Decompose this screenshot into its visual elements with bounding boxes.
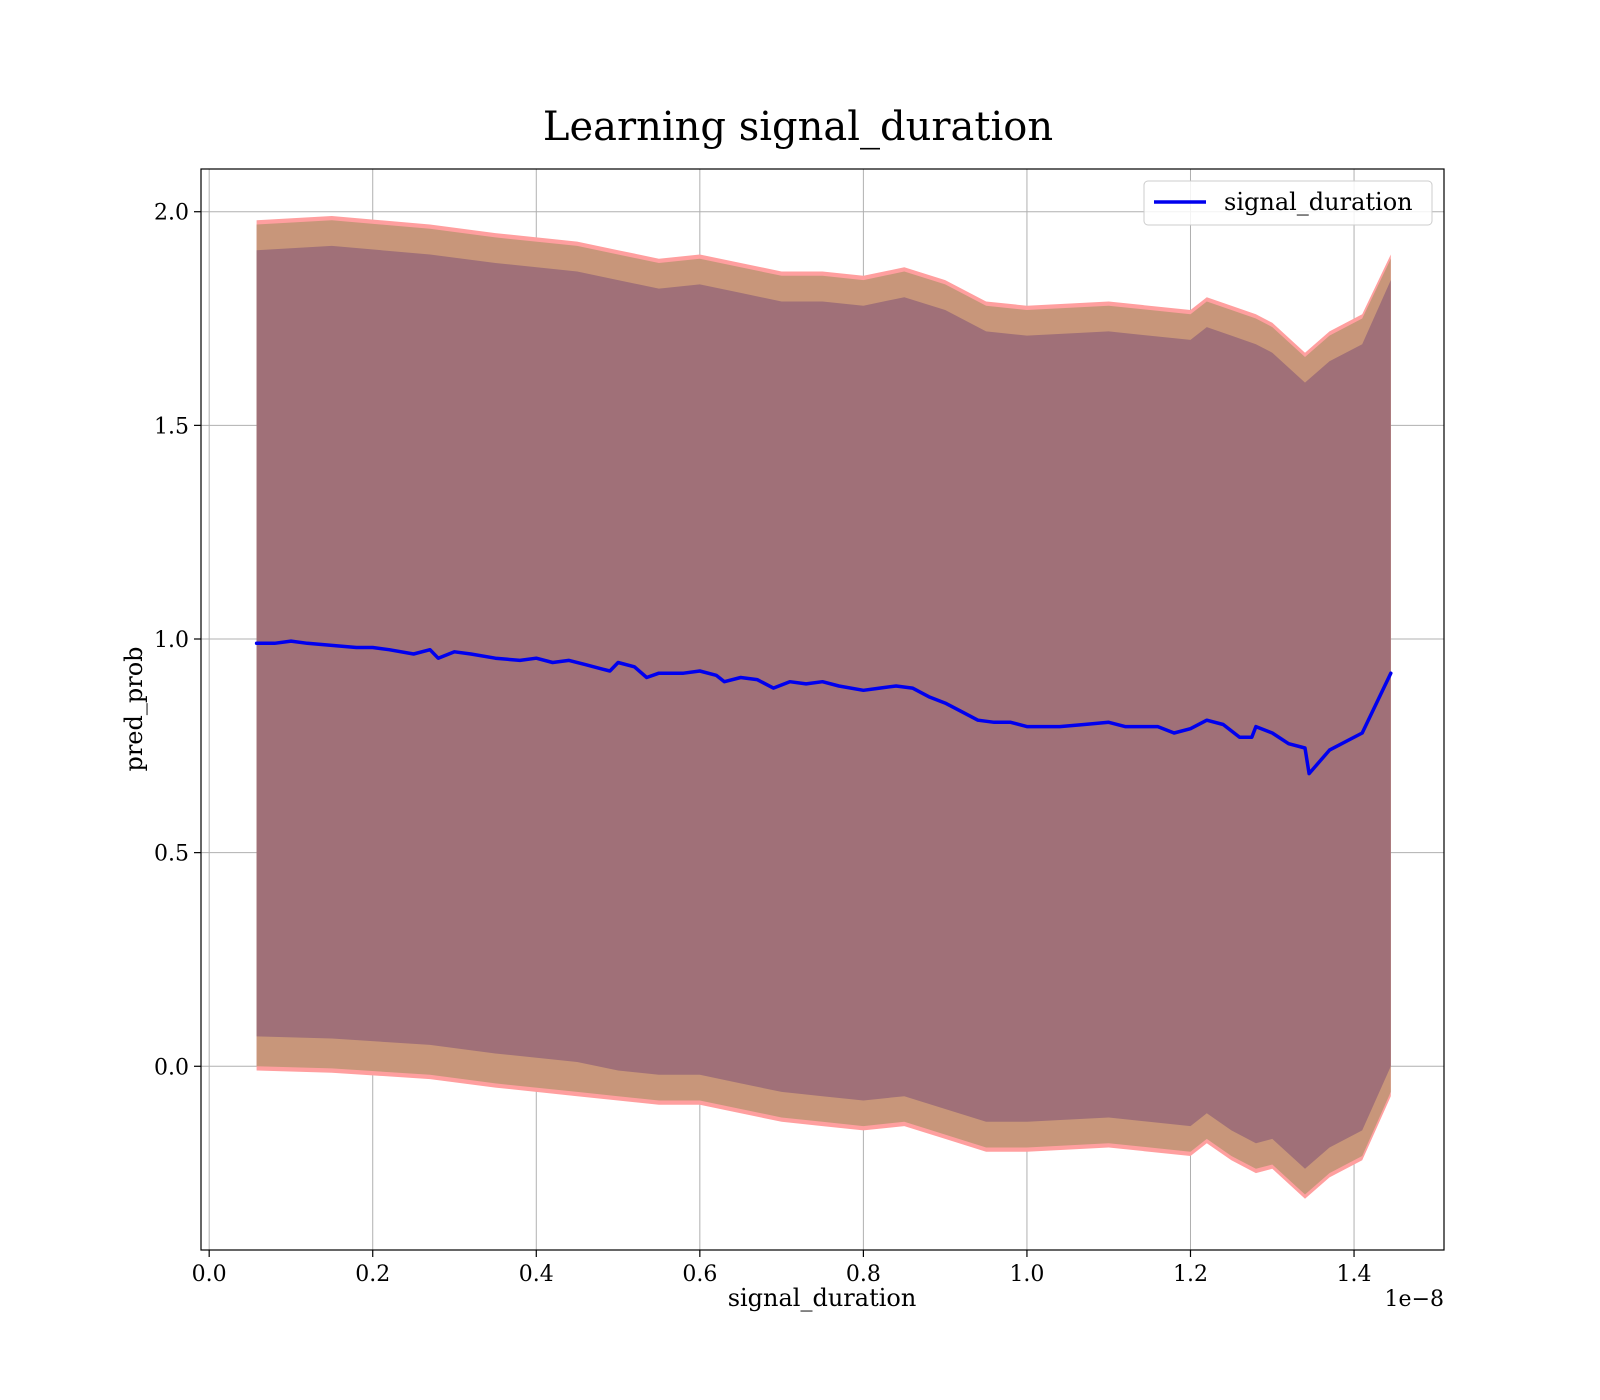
x-tick-label: 0.8 xyxy=(846,1262,881,1287)
y-tick-label: 1.0 xyxy=(154,628,189,653)
series-lines xyxy=(254,639,1393,776)
band-inner xyxy=(256,245,1391,1169)
x-tick-label: 1.4 xyxy=(1337,1262,1372,1287)
y-axis-ticks: 0.0 0.5 1.0 1.5 2.0 xyxy=(154,201,201,1080)
confidence-bands xyxy=(256,216,1391,1199)
y-tick-label: 2.0 xyxy=(154,201,189,226)
x-tick-label: 0.2 xyxy=(355,1262,390,1287)
legend: signal_duration xyxy=(1143,180,1433,226)
chart-title: Learning signal_duration xyxy=(543,104,1053,150)
x-tick-label: 0.0 xyxy=(192,1262,227,1287)
x-tick-label: 0.4 xyxy=(519,1262,554,1287)
y-axis-label: pred_prob xyxy=(120,646,148,771)
y-tick-label: 1.5 xyxy=(154,414,189,439)
x-axis-label: signal_duration xyxy=(728,1284,917,1312)
x-tick-label: 0.6 xyxy=(682,1262,717,1287)
y-tick-label: 0.5 xyxy=(154,842,189,867)
legend-label: signal_duration xyxy=(1224,188,1413,216)
y-tick-label: 0.0 xyxy=(154,1055,189,1080)
x-tick-label: 1.2 xyxy=(1173,1262,1208,1287)
series-line xyxy=(254,639,1393,776)
x-tick-label: 1.0 xyxy=(1009,1262,1044,1287)
legend-box xyxy=(1143,180,1433,226)
plot-frame xyxy=(200,168,1445,1251)
x-axis-offset-label: 1e−8 xyxy=(1385,1287,1444,1312)
x-axis-ticks: 0.0 0.2 0.4 0.6 0.8 1.0 1.2 1.4 xyxy=(192,1250,1372,1287)
